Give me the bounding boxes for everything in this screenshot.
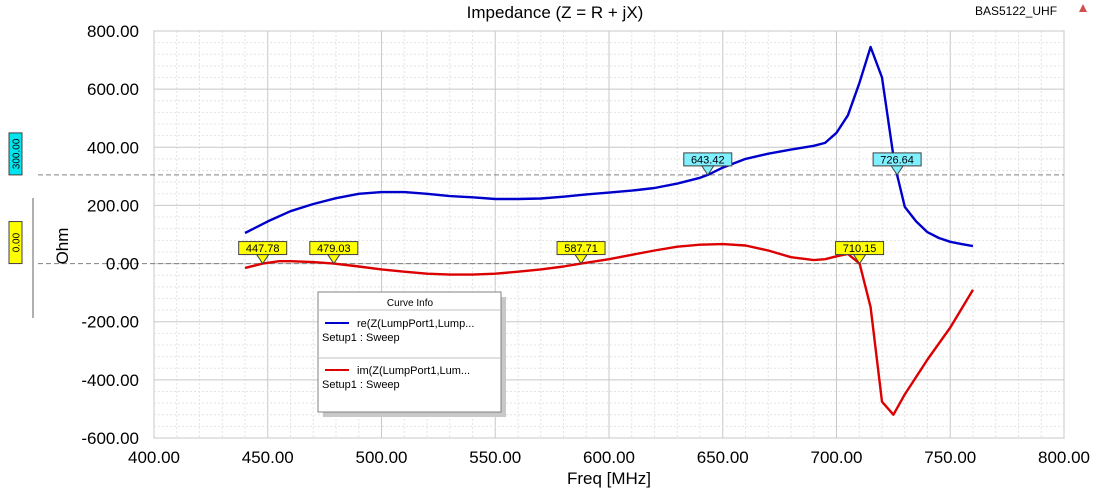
marker-label: 643.42 bbox=[691, 154, 725, 166]
x-tick-label: 450.00 bbox=[242, 448, 294, 467]
warning-triangle-icon[interactable] bbox=[1079, 4, 1087, 12]
marker-pointer bbox=[700, 165, 715, 176]
marker-label: 479.03 bbox=[317, 243, 351, 255]
marker-label: 447.78 bbox=[246, 243, 280, 255]
x-tick-label: 750.00 bbox=[924, 448, 976, 467]
marker[interactable]: 587.71 bbox=[556, 241, 606, 265]
marker[interactable]: 447.78 bbox=[238, 241, 288, 265]
tick-labels: 400.00 450.00 500.00 550.00 600.00 650.00 700.… bbox=[81, 22, 1090, 467]
legend-box bbox=[317, 291, 502, 413]
series-line-im bbox=[244, 242, 975, 416]
y-axis-label: Ohm bbox=[53, 228, 72, 265]
reference-flag-box bbox=[8, 132, 23, 176]
legend-title: Curve Info bbox=[387, 298, 434, 309]
y-tick-label: 800.00 bbox=[87, 22, 139, 41]
series-line-re bbox=[244, 45, 974, 248]
reference-flags[interactable]: 300.00 0.00 bbox=[8, 132, 34, 318]
x-tick-label: 700.00 bbox=[811, 448, 863, 467]
y-tick-label: 600.00 bbox=[87, 80, 139, 99]
markers-group[interactable]: 643.42 726.64 447.78 479.03 587.71 710.15 bbox=[238, 152, 922, 265]
reference-flag-box bbox=[8, 221, 23, 265]
x-tick-label: 500.00 bbox=[356, 448, 408, 467]
reference-flag-label: 300.00 bbox=[12, 138, 23, 169]
marker[interactable]: 643.42 bbox=[683, 152, 733, 176]
y-tick-label: -400.00 bbox=[81, 371, 139, 390]
x-tick-label: 600.00 bbox=[583, 448, 635, 467]
x-tick-label: 800.00 bbox=[1038, 448, 1090, 467]
x-axis-label: Freq [MHz] bbox=[567, 469, 651, 488]
legend-sweep-im: Setup1 : Sweep bbox=[322, 379, 400, 391]
y-tick-label: 400.00 bbox=[87, 138, 139, 157]
legend-sweep-re: Setup1 : Sweep bbox=[322, 332, 400, 344]
reference-lines bbox=[38, 174, 1064, 265]
legend-entry-re: re(Z(LumpPort1,Lump... bbox=[357, 318, 474, 330]
y-tick-label: -600.00 bbox=[81, 429, 139, 448]
marker[interactable]: 479.03 bbox=[309, 241, 359, 265]
marker-pointer bbox=[255, 254, 270, 265]
design-name-label: BAS5122_UHF bbox=[975, 4, 1058, 18]
chart-title: Impedance (Z = R + jX) bbox=[467, 3, 644, 22]
marker-label: 726.64 bbox=[880, 154, 914, 166]
y-tick-label: 0.00 bbox=[106, 255, 139, 274]
reference-flag[interactable]: 0.00 bbox=[8, 221, 23, 265]
marker-label: 587.71 bbox=[564, 243, 598, 255]
marker[interactable]: 726.64 bbox=[872, 152, 922, 176]
x-tick-label: 550.00 bbox=[469, 448, 521, 467]
reference-flag-label: 0.00 bbox=[12, 232, 23, 252]
legend-entry-im: im(Z(LumpPort1,Lum... bbox=[357, 365, 470, 377]
reference-flag[interactable]: 300.00 bbox=[8, 132, 23, 176]
x-tick-label: 400.00 bbox=[128, 448, 180, 467]
y-tick-label: -200.00 bbox=[81, 313, 139, 332]
curve-info-legend[interactable]: Curve Info re(Z(LumpPort1,Lump... Setup1… bbox=[317, 291, 506, 417]
marker-pointer bbox=[574, 254, 588, 265]
marker-pointer bbox=[890, 165, 905, 176]
series-group bbox=[244, 45, 975, 416]
marker-pointer bbox=[326, 254, 341, 265]
x-tick-label: 650.00 bbox=[697, 448, 749, 467]
marker[interactable]: 710.15 bbox=[835, 241, 885, 265]
marker-label: 710.15 bbox=[843, 243, 877, 255]
y-tick-label: 200.00 bbox=[87, 196, 139, 215]
marker-pointer bbox=[852, 254, 867, 265]
